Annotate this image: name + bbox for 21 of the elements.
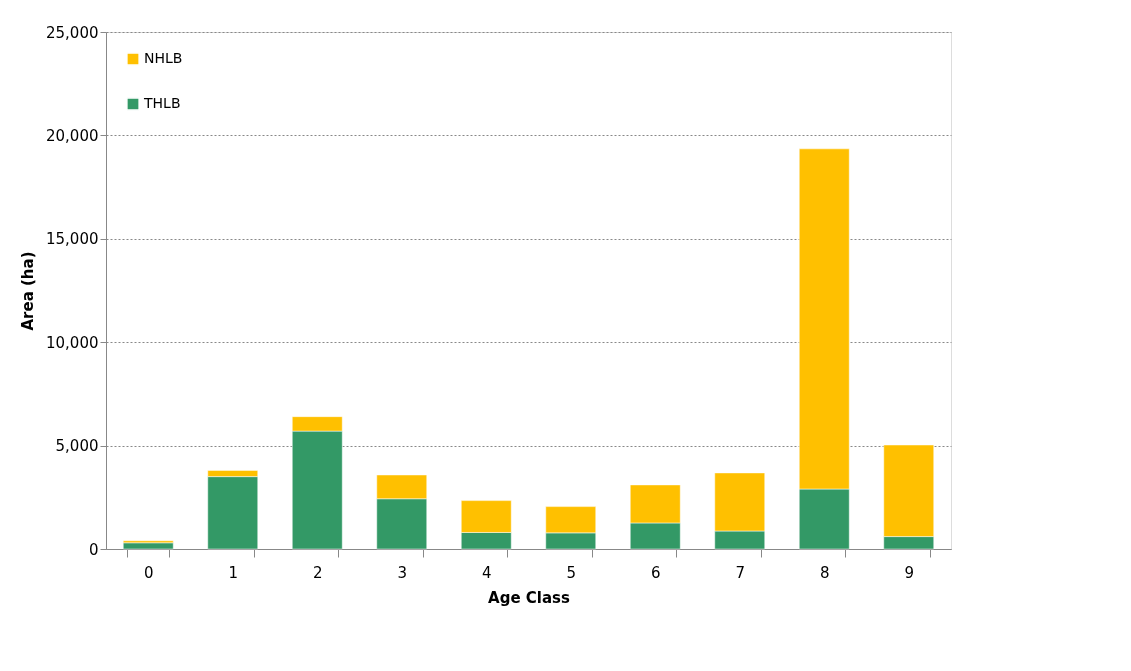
x-tick-label: 1 <box>228 563 239 582</box>
x-tick-label: 4 <box>481 563 492 582</box>
y-tick-label: 15,000 <box>46 230 99 249</box>
bar <box>123 542 174 550</box>
legend-label: THLB <box>143 95 181 111</box>
x-tick-label: 7 <box>735 563 746 582</box>
legend-label: NHLB <box>144 50 183 66</box>
x-axis-title: Age Class <box>488 588 570 607</box>
x-tick-label: 8 <box>819 563 830 582</box>
x-tick-label: 5 <box>566 563 577 582</box>
y-axis-title: Area (ha) <box>19 251 38 331</box>
y-tick-label: 20,000 <box>46 126 99 145</box>
x-tick-label: 9 <box>904 563 915 582</box>
y-tick-label: 10,000 <box>46 333 99 352</box>
x-tick-label: 3 <box>397 563 408 582</box>
y-tick-label: 0 <box>88 540 99 559</box>
x-tick-label: 0 <box>143 563 154 582</box>
x-tick-label: 6 <box>650 563 661 582</box>
y-tick-label: 25,000 <box>46 23 99 42</box>
x-tick-label: 2 <box>312 563 323 582</box>
y-tick-label: 5,000 <box>55 437 99 456</box>
